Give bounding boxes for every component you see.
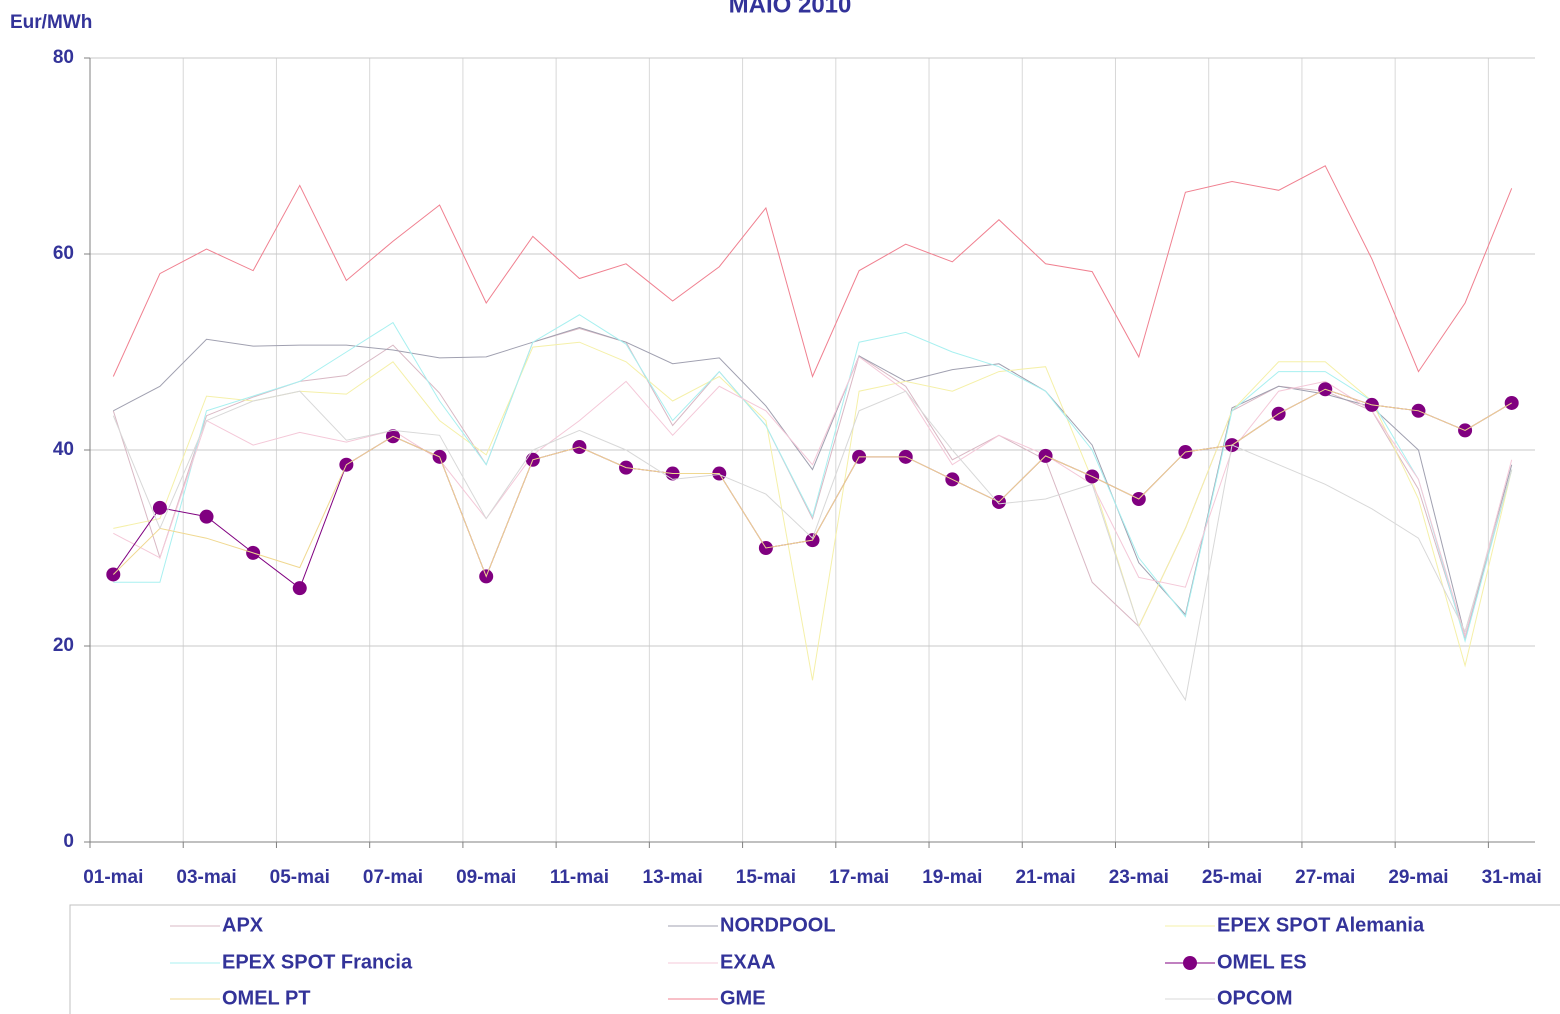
x-tick-label: 07-mai [363, 867, 423, 888]
legend-label: OMEL PT [222, 987, 311, 1009]
series-line [112, 388, 1512, 578]
data-point [152, 500, 167, 515]
y-tick-label: 60 [53, 243, 74, 264]
x-tick-label: 11-mai [550, 867, 609, 888]
legend-label: EXAA [720, 951, 776, 973]
x-tick-label: 15-mai [736, 867, 796, 888]
series-line [113, 341, 1513, 681]
x-tick-label: 31-mai [1482, 867, 1542, 888]
series-line [113, 356, 1513, 639]
x-tick-label: 17-mai [829, 867, 889, 888]
x-tick-label: 01-mai [83, 867, 143, 888]
data-point [199, 509, 214, 524]
x-tick-label: 23-mai [1109, 867, 1169, 888]
series-line [112, 165, 1513, 378]
x-tick-label: 21-mai [1015, 867, 1075, 888]
x-tick-label: 05-mai [270, 867, 330, 888]
legend-label: APX [222, 914, 264, 936]
legend-marker [1183, 956, 1197, 970]
legend-label: GME [720, 987, 766, 1009]
series-line [113, 326, 1513, 639]
x-tick-label: 25-mai [1202, 867, 1262, 888]
legend-label: EPEX SPOT Francia [222, 951, 413, 973]
series-line [112, 390, 1513, 702]
y-tick-label: 80 [53, 47, 74, 68]
legend-label: OPCOM [1217, 987, 1293, 1009]
x-tick-label: 03-mai [176, 867, 236, 888]
chart-title: MAIO 2010 [729, 0, 852, 18]
legend-label: EPEX SPOT Alemania [1217, 914, 1425, 936]
y-tick-label: 0 [63, 831, 74, 852]
x-tick-label: 29-mai [1388, 867, 1448, 888]
data-point [292, 581, 307, 596]
legend-label: NORDPOOL [720, 914, 836, 936]
x-tick-label: 09-mai [456, 867, 516, 888]
series-line [113, 314, 1513, 643]
y-tick-label: 20 [53, 635, 74, 656]
x-tick-label: 27-mai [1295, 867, 1355, 888]
y-axis-label: Eur/MWh [10, 12, 92, 33]
y-tick-label: 40 [53, 439, 74, 460]
x-tick-label: 13-mai [643, 867, 703, 888]
legend-box [69, 904, 1560, 1014]
legend-label: OMEL ES [1217, 951, 1307, 973]
x-tick-label: 19-mai [922, 867, 982, 888]
